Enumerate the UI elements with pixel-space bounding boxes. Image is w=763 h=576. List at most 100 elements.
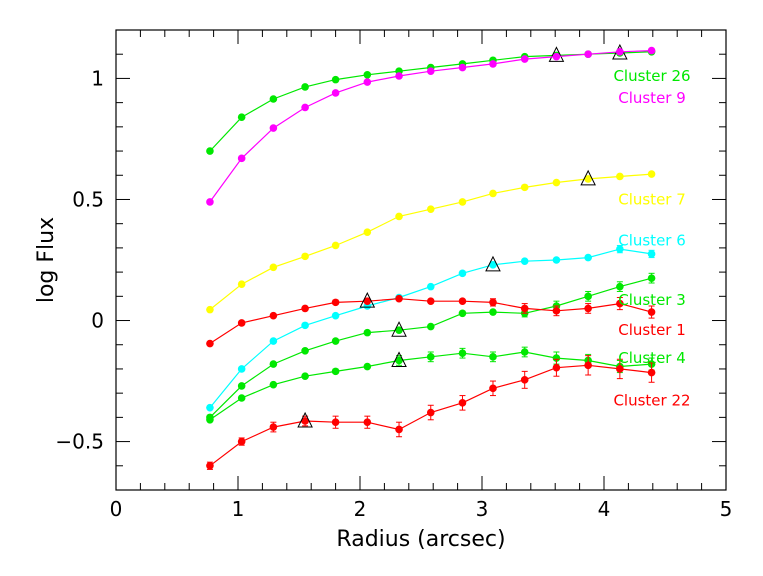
data-point	[458, 297, 467, 305]
x-tick-label: 1	[232, 497, 245, 521]
triangle-marker	[359, 292, 376, 308]
data-point	[647, 170, 656, 178]
data-point	[395, 326, 403, 335]
x-tick-label: 5	[720, 497, 733, 521]
data-point	[395, 425, 403, 434]
data-point	[552, 354, 561, 362]
data-point	[331, 298, 340, 307]
data-point	[584, 50, 592, 59]
data-point	[520, 304, 529, 313]
data-point	[616, 172, 624, 181]
series-cluster-1	[206, 292, 656, 348]
data-point	[426, 322, 435, 331]
data-point	[584, 253, 592, 262]
data-point	[269, 95, 278, 103]
legend-label: Cluster 9	[618, 89, 686, 107]
data-point	[616, 299, 624, 308]
data-point	[426, 67, 435, 75]
x-axis-label: Radius (arcsec)	[336, 527, 505, 552]
data-point	[458, 198, 467, 206]
series-cluster-7	[206, 169, 656, 314]
data-point	[269, 124, 278, 132]
data-point	[552, 363, 561, 372]
x-tick-label: 2	[354, 497, 367, 521]
data-point	[363, 297, 372, 305]
data-point	[426, 297, 435, 305]
triangle-marker	[580, 169, 596, 186]
data-point	[520, 257, 529, 266]
triangle-marker	[391, 321, 407, 337]
data-point	[395, 294, 403, 303]
legend-layer: Cluster 26 Cluster 9 Cluster 7 Cluster 6 Clu…	[613, 67, 690, 409]
data-point	[269, 423, 278, 431]
data-point	[237, 365, 246, 373]
data-point	[237, 382, 246, 390]
series-cluster-22	[206, 355, 656, 470]
legend-label: Cluster 6	[618, 232, 686, 250]
triangle-marker	[485, 255, 501, 272]
data-point	[206, 198, 214, 206]
data-point	[489, 60, 497, 68]
triangle-marker	[391, 351, 407, 367]
data-point	[237, 437, 246, 446]
data-point	[647, 274, 656, 282]
data-point	[269, 311, 278, 320]
data-point	[237, 319, 246, 327]
data-point	[458, 349, 467, 358]
data-point	[269, 263, 278, 272]
data-point	[489, 384, 497, 393]
data-point	[520, 183, 529, 192]
data-point	[301, 321, 309, 330]
data-point	[616, 245, 624, 253]
data-point	[552, 52, 561, 61]
data-point	[489, 189, 497, 198]
data-point	[458, 309, 467, 318]
series-cluster-3	[206, 272, 656, 422]
data-point	[426, 353, 435, 361]
series-layer	[206, 43, 656, 470]
x-tick-label: 3	[476, 497, 489, 521]
tick-labels: 0 1 2 3 4 5 −0.5 0 0.5 1	[55, 66, 732, 521]
legend-label: Cluster 3	[618, 291, 686, 309]
data-point	[584, 292, 592, 301]
data-point	[520, 348, 529, 356]
data-point	[520, 55, 529, 63]
data-point	[269, 337, 278, 345]
legend-label: Cluster 1	[618, 321, 686, 339]
data-point	[331, 89, 340, 97]
data-point	[269, 380, 278, 389]
data-point	[426, 408, 435, 417]
data-point	[584, 175, 592, 183]
data-point	[363, 70, 372, 79]
data-point	[489, 353, 497, 361]
series-line	[209, 298, 652, 345]
data-point	[237, 394, 246, 402]
data-point	[331, 241, 340, 250]
data-point	[206, 305, 214, 314]
data-point	[584, 361, 592, 370]
data-point	[206, 339, 214, 348]
y-axis-label: log Flux	[34, 217, 59, 303]
y-tick-label: 0.5	[72, 187, 104, 211]
data-point	[552, 256, 561, 264]
data-point	[331, 337, 340, 345]
data-point	[489, 308, 497, 316]
y-tick-label: 1	[91, 66, 104, 90]
data-point	[331, 311, 340, 320]
data-point	[395, 356, 403, 365]
data-point	[206, 403, 214, 412]
data-point	[489, 298, 497, 307]
plot-frame	[115, 29, 727, 491]
data-point	[647, 368, 656, 377]
data-point	[552, 307, 561, 315]
legend-label: Cluster 26	[613, 67, 690, 85]
data-point	[395, 72, 403, 80]
data-point	[647, 308, 656, 316]
data-point	[458, 269, 467, 278]
data-point	[206, 147, 214, 155]
data-point	[301, 346, 309, 355]
data-point	[458, 399, 467, 407]
data-point	[616, 365, 624, 373]
data-point	[237, 154, 246, 163]
